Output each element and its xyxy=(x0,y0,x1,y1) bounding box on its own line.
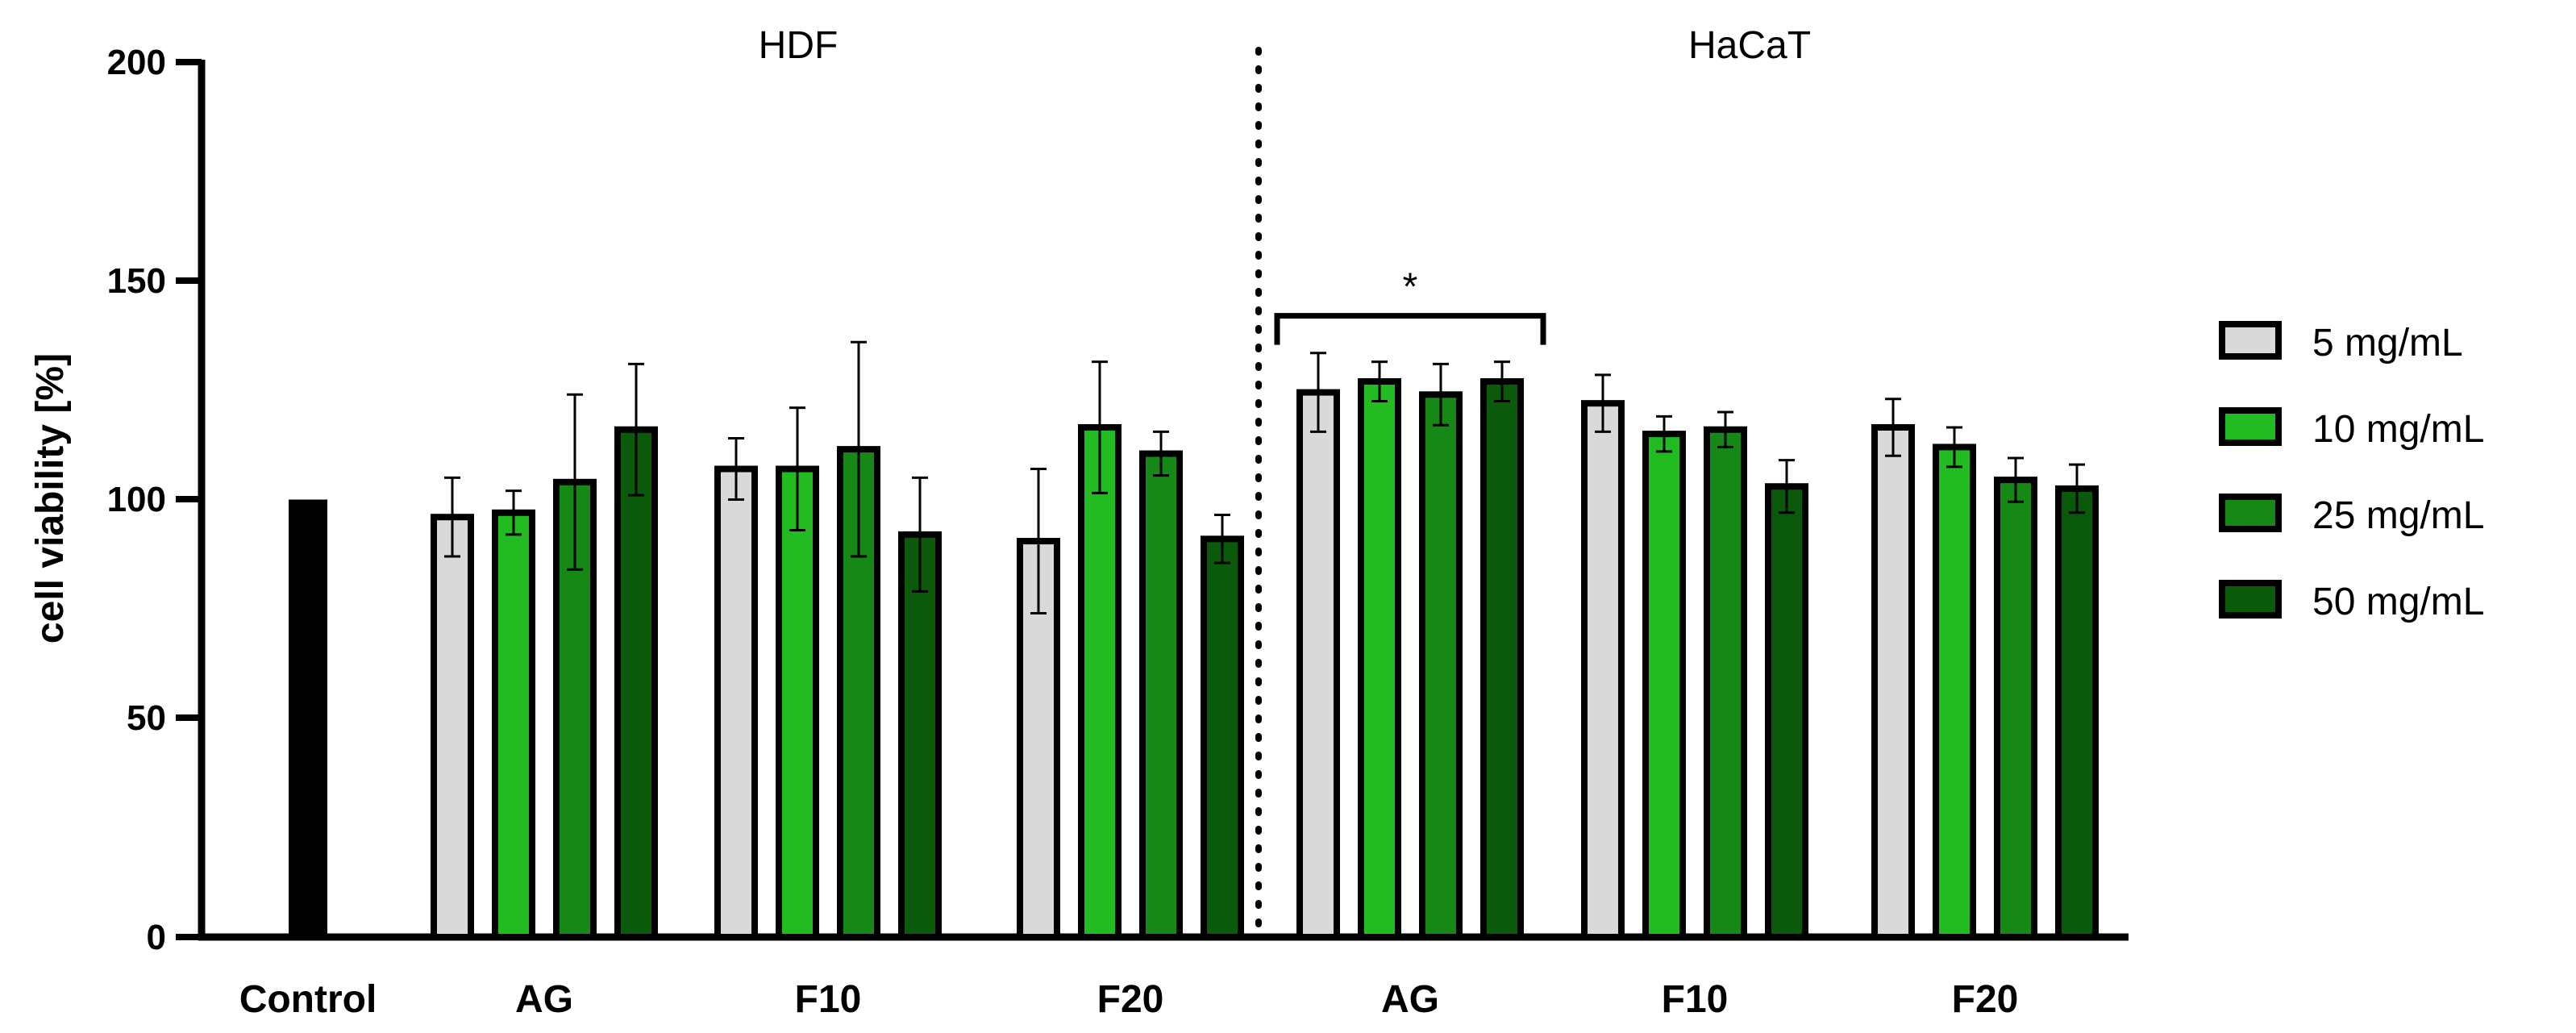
y-tick-label-100: 100 xyxy=(107,480,166,519)
legend-swatch xyxy=(2219,407,2282,446)
bar-hacat-f10-10mgml xyxy=(1642,431,1686,940)
error-bars-layer xyxy=(444,340,2085,615)
bar-hdf-f20-25mgml xyxy=(1139,450,1183,940)
error-bar xyxy=(1885,398,1901,457)
bars-layer xyxy=(431,378,2099,941)
error-bar xyxy=(1656,414,1672,453)
group-title-hacat: HaCaT xyxy=(1688,24,1811,67)
bar-hdf-f10-10mgml xyxy=(776,465,819,940)
legend-item: 25 mg/mL xyxy=(2219,494,2484,537)
bar-hacat-ag-50mgml xyxy=(1480,378,1524,940)
error-bar xyxy=(1779,459,1795,514)
y-tick-label-150: 150 xyxy=(107,261,166,301)
x-label-hacat-f20: F20 xyxy=(1952,978,2019,1021)
legend: 5 mg/mL 10 mg/mL 25 mg/mL 50 mg/mL xyxy=(2219,321,2484,623)
legend-label: 25 mg/mL xyxy=(2312,494,2484,537)
bar-hdf-f10-50mgml xyxy=(898,531,942,941)
y-tick-100: 100 xyxy=(107,480,202,519)
bar-hacat-f20-10mgml xyxy=(1933,444,1976,940)
bar-hdf-f10-5mgml xyxy=(714,465,758,940)
legend-label: 5 mg/mL xyxy=(2312,322,2463,364)
legend-item: 5 mg/mL xyxy=(2219,321,2463,364)
x-label-hacat-ag: AG xyxy=(1381,978,1439,1021)
error-bar xyxy=(1153,430,1169,477)
bar-hacat-f20-50mgml xyxy=(2055,485,2099,940)
legend-item: 50 mg/mL xyxy=(2219,580,2484,623)
error-bar xyxy=(1310,352,1326,433)
y-tick-50: 50 xyxy=(127,698,202,738)
control-bar xyxy=(289,499,327,937)
y-axis-title: cell viability [%] xyxy=(29,353,72,644)
bar-hdf-ag-10mgml xyxy=(492,509,535,940)
bar-hacat-f10-25mgml xyxy=(1704,426,1747,940)
y-tick-0: 0 xyxy=(147,918,202,957)
error-bar xyxy=(728,437,744,501)
bar-hacat-f10-5mgml xyxy=(1581,400,1625,940)
error-bar xyxy=(1371,360,1388,402)
legend-label: 50 mg/mL xyxy=(2312,581,2484,623)
bar-hdf-f20-10mgml xyxy=(1078,423,1122,940)
error-bar xyxy=(789,406,805,531)
legend-label: 10 mg/mL xyxy=(2312,408,2484,451)
y-tick-150: 150 xyxy=(107,261,202,301)
bar-hacat-f10-50mgml xyxy=(1765,483,1808,940)
significance-star: * xyxy=(1403,266,1418,309)
legend-item: 10 mg/mL xyxy=(2219,407,2484,451)
legend-swatch xyxy=(2219,580,2282,619)
x-labels-layer: AG F10 F20 AG F10 F20 xyxy=(515,978,2018,1021)
y-tick-label-0: 0 xyxy=(147,918,166,957)
y-tick-200: 200 xyxy=(107,43,202,82)
error-bar xyxy=(1030,468,1047,615)
bar-hacat-f20-25mgml xyxy=(1994,477,2037,940)
bar-hacat-f20-5mgml xyxy=(1871,423,1915,940)
y-tick-label-200: 200 xyxy=(107,43,166,82)
error-bar xyxy=(1092,360,1108,494)
error-bar xyxy=(912,476,928,593)
error-bar xyxy=(1433,362,1449,427)
x-label-hdf-ag: AG xyxy=(515,978,573,1021)
bar-hdf-f20-50mgml xyxy=(1201,535,1244,940)
x-label-hdf-f20: F20 xyxy=(1097,978,1164,1021)
y-tick-label-50: 50 xyxy=(127,698,166,738)
error-bar xyxy=(1214,513,1230,564)
error-bar xyxy=(2008,456,2024,503)
x-label-hdf-f10: F10 xyxy=(795,978,862,1021)
bar-hdf-ag-5mgml xyxy=(431,514,474,940)
legend-swatch xyxy=(2219,494,2282,532)
error-bar xyxy=(506,489,522,536)
group-title-hdf: HDF xyxy=(759,24,839,67)
error-bar xyxy=(1717,410,1733,448)
bar-hacat-ag-25mgml xyxy=(1419,391,1463,940)
error-bar xyxy=(851,340,867,558)
bar-hdf-ag-50mgml xyxy=(614,426,658,940)
x-label-hacat-f10: F10 xyxy=(1662,978,1729,1021)
error-bar xyxy=(2069,463,2085,514)
bar-hacat-ag-10mgml xyxy=(1358,378,1401,940)
error-bar xyxy=(567,393,583,571)
error-bar xyxy=(444,476,460,558)
legend-swatch xyxy=(2219,321,2282,360)
error-bar xyxy=(1595,373,1611,433)
error-bar xyxy=(628,362,644,497)
x-label-control: Control xyxy=(239,978,377,1021)
significance-bracket: * xyxy=(1274,266,1546,345)
error-bar xyxy=(1494,360,1510,402)
bar-hacat-ag-5mgml xyxy=(1296,389,1340,940)
error-bar xyxy=(1946,426,1962,469)
